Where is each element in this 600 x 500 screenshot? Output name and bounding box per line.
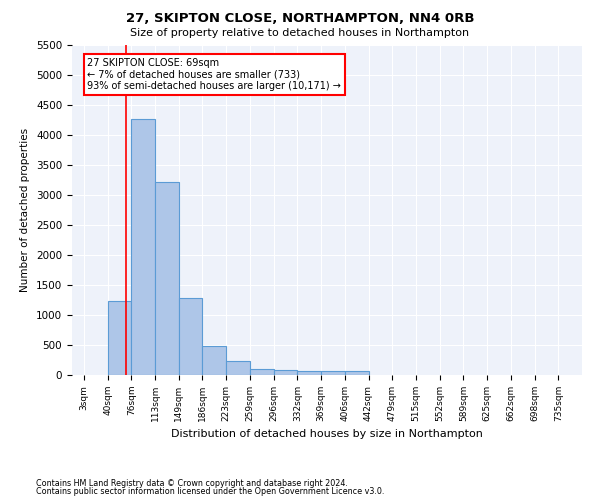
- Bar: [274, 370, 298, 375]
- Bar: [179, 298, 202, 375]
- Bar: [321, 372, 345, 375]
- Bar: [250, 369, 274, 375]
- Text: Contains HM Land Registry data © Crown copyright and database right 2024.: Contains HM Land Registry data © Crown c…: [36, 478, 348, 488]
- Text: Contains public sector information licensed under the Open Government Licence v3: Contains public sector information licen…: [36, 488, 385, 496]
- Bar: [345, 372, 368, 375]
- Y-axis label: Number of detached properties: Number of detached properties: [20, 128, 31, 292]
- Bar: [202, 346, 226, 375]
- Text: 27 SKIPTON CLOSE: 69sqm
← 7% of detached houses are smaller (733)
93% of semi-de: 27 SKIPTON CLOSE: 69sqm ← 7% of detached…: [88, 58, 341, 92]
- X-axis label: Distribution of detached houses by size in Northampton: Distribution of detached houses by size …: [171, 430, 483, 440]
- Text: 27, SKIPTON CLOSE, NORTHAMPTON, NN4 0RB: 27, SKIPTON CLOSE, NORTHAMPTON, NN4 0RB: [126, 12, 474, 26]
- Bar: [298, 372, 321, 375]
- Bar: [107, 301, 131, 375]
- Bar: [131, 119, 155, 375]
- Bar: [155, 182, 179, 375]
- Bar: [226, 361, 250, 375]
- Text: Size of property relative to detached houses in Northampton: Size of property relative to detached ho…: [130, 28, 470, 38]
